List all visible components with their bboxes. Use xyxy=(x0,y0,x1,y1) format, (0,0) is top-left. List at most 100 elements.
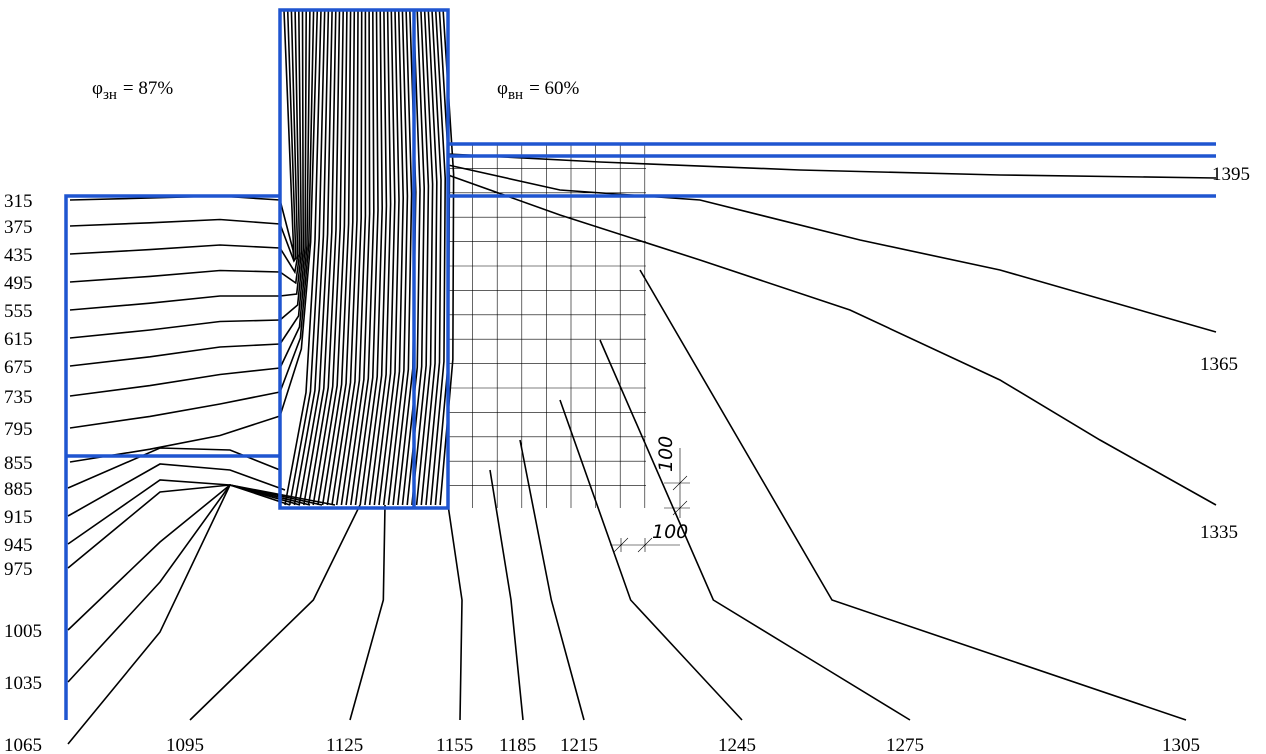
isoline-label: 1185 xyxy=(499,735,536,754)
isoline-label: 375 xyxy=(4,217,33,238)
dim-label: 100 xyxy=(652,521,688,543)
isoline xyxy=(373,9,396,506)
isoline xyxy=(387,9,409,506)
column-outline xyxy=(278,8,450,510)
isoline xyxy=(67,484,336,745)
isoline-label: 1125 xyxy=(326,735,363,754)
subscript: вн xyxy=(508,87,523,103)
isoline xyxy=(279,9,295,261)
value: = 87% xyxy=(123,78,173,99)
dim-vertical xyxy=(664,448,690,518)
isoline xyxy=(317,9,348,506)
isoline-label: 1275 xyxy=(886,735,924,754)
isoline xyxy=(284,9,322,506)
isoline xyxy=(639,269,1187,721)
isoline xyxy=(67,479,291,545)
symbol: φ xyxy=(92,78,103,99)
isoline-label: 885 xyxy=(4,479,33,500)
structure-outline xyxy=(64,8,1216,720)
isoline xyxy=(69,295,280,311)
isoline xyxy=(279,9,301,285)
dim-horizontal xyxy=(610,537,680,553)
isoline xyxy=(447,504,463,721)
isoline xyxy=(447,174,1217,506)
isoline xyxy=(364,9,388,506)
isoline xyxy=(340,10,367,506)
isoline xyxy=(359,9,384,506)
isoline-label: 915 xyxy=(4,507,33,528)
isoline xyxy=(312,9,344,506)
isoline xyxy=(447,164,1217,333)
isoline xyxy=(425,9,442,506)
subscript: зн xyxy=(103,87,117,103)
wall-outline xyxy=(64,194,280,720)
isoline-label: 945 xyxy=(4,535,33,556)
isoline-label: 555 xyxy=(4,301,33,322)
isoline-label: 315 xyxy=(4,191,33,212)
isoline xyxy=(392,9,413,506)
isoline xyxy=(559,399,743,721)
isoline xyxy=(279,9,307,345)
isoline xyxy=(489,469,524,721)
isoline xyxy=(298,9,333,506)
isoline xyxy=(69,319,281,339)
isoline xyxy=(345,9,371,506)
isoline xyxy=(69,343,281,367)
isoline xyxy=(401,9,421,506)
isoline xyxy=(67,447,281,489)
isoline xyxy=(69,244,281,255)
isoline-label: 1395 xyxy=(1212,164,1250,185)
isoline xyxy=(331,9,359,506)
isoline xyxy=(382,9,405,506)
isoline-label: 435 xyxy=(4,245,33,266)
isoline xyxy=(67,484,323,683)
isoline xyxy=(279,9,319,417)
isoline xyxy=(279,9,299,275)
slab-outline xyxy=(448,142,1216,198)
isoline xyxy=(69,391,281,429)
inner-humidity: φвн = 60% xyxy=(497,78,580,103)
isoline xyxy=(447,153,1217,179)
isoline xyxy=(69,269,281,283)
isoline xyxy=(354,9,379,506)
isoline xyxy=(279,9,311,369)
dimension-marks: 100 100 xyxy=(610,436,690,553)
isoline xyxy=(67,484,311,631)
isoline xyxy=(189,504,361,721)
isoline xyxy=(378,9,400,506)
isoline xyxy=(69,367,281,397)
isoline xyxy=(293,9,330,506)
isoline xyxy=(429,9,447,506)
isoline xyxy=(67,463,286,517)
isoline-label: 795 xyxy=(4,419,33,440)
isoline xyxy=(420,9,438,506)
isoline xyxy=(415,9,434,506)
isoline-label: 855 xyxy=(4,453,33,474)
isoline-label: 1155 xyxy=(436,735,473,754)
isoline-label: 675 xyxy=(4,357,33,378)
dim-label: 100 xyxy=(655,436,677,472)
isoline xyxy=(368,9,392,506)
isoline xyxy=(350,9,375,506)
isoline-label: 495 xyxy=(4,273,33,294)
isoline-label: 1245 xyxy=(718,735,756,754)
isoline xyxy=(303,9,337,506)
outer-humidity: φзн = 87% xyxy=(92,78,173,103)
isoline-label: 1215 xyxy=(560,735,598,754)
isoline xyxy=(279,9,297,263)
isoline xyxy=(599,339,911,721)
isoline xyxy=(411,9,430,506)
isoline-label: 1095 xyxy=(166,735,204,754)
isoline-labels: 315 375 435 495 555 615 675 735 795 855 885 915 945 9… xyxy=(4,164,1250,754)
isoline-label: 735 xyxy=(4,387,33,408)
isoline-label: 1335 xyxy=(1200,522,1238,543)
grid xyxy=(447,143,646,508)
isoline-label: 1365 xyxy=(1200,354,1238,375)
isoline-label: 975 xyxy=(4,559,33,580)
isoline xyxy=(67,484,301,569)
isoline-label: 1005 xyxy=(4,621,42,642)
isoline-label: 615 xyxy=(4,329,33,350)
isoline xyxy=(519,439,585,721)
isoline xyxy=(279,9,303,297)
